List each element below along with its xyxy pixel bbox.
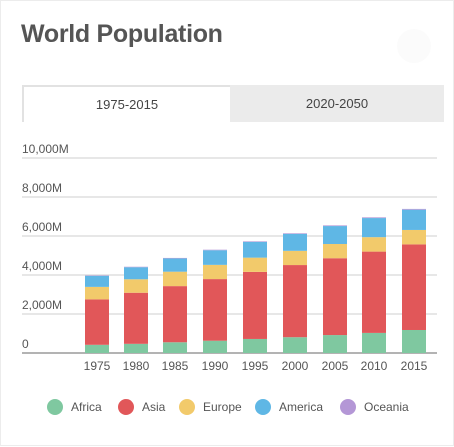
legend-label-america: America xyxy=(279,400,323,414)
x-tick-label: 1975 xyxy=(84,359,111,373)
legend-label-asia: Asia xyxy=(142,400,165,414)
x-tick-label: 2000 xyxy=(282,359,309,373)
bar-segment-europe-2005 xyxy=(323,244,347,258)
bar-segment-asia-2015 xyxy=(402,244,426,330)
bar-segment-oceania-2010 xyxy=(362,217,386,218)
bar-segment-asia-2000 xyxy=(283,265,307,337)
bar-segment-africa-1980 xyxy=(124,344,148,353)
bar-segment-asia-1980 xyxy=(124,293,148,344)
y-tick-label: 8,000M xyxy=(22,181,62,195)
bar-segment-oceania-2000 xyxy=(283,233,307,234)
y-tick-label: 0 xyxy=(22,337,29,351)
x-tick-label: 1985 xyxy=(162,359,189,373)
bar-segment-oceania-1990 xyxy=(203,250,227,251)
bar-segment-america-1980 xyxy=(124,267,148,279)
bar-segment-europe-1985 xyxy=(163,272,187,286)
bar-segment-europe-1995 xyxy=(243,258,267,272)
bar-segment-asia-2010 xyxy=(362,252,386,333)
legend: Africa Asia Europe America Oceania xyxy=(1,397,454,417)
y-tick-label: 10,000M xyxy=(22,142,69,156)
legend-item-america[interactable]: America xyxy=(255,397,323,417)
bar-segment-oceania-2015 xyxy=(402,209,426,210)
bar-segment-america-1995 xyxy=(243,242,267,258)
bar-segment-europe-2015 xyxy=(402,230,426,244)
bar-segment-europe-2000 xyxy=(283,251,307,265)
bar-segment-africa-1975 xyxy=(85,345,109,353)
bar-segment-europe-1975 xyxy=(85,287,109,299)
x-tick-label: 2005 xyxy=(322,359,349,373)
bar-segment-oceania-2005 xyxy=(323,225,347,226)
bar-segment-america-2010 xyxy=(362,218,386,237)
bar-segment-europe-2010 xyxy=(362,237,386,251)
bar-segment-asia-1975 xyxy=(85,299,109,344)
bar-segment-asia-1985 xyxy=(163,286,187,342)
x-tick-label: 1990 xyxy=(202,359,229,373)
bar-segment-africa-1990 xyxy=(203,341,227,353)
legend-item-africa[interactable]: Africa xyxy=(47,397,102,417)
x-tick-label: 2010 xyxy=(361,359,388,373)
legend-label-africa: Africa xyxy=(71,400,102,414)
y-tick-label: 4,000M xyxy=(22,259,62,273)
bar-segment-america-2000 xyxy=(283,234,307,251)
bar-segment-asia-2005 xyxy=(323,258,347,335)
legend-swatch-oceania xyxy=(340,399,356,415)
bar-segment-america-2005 xyxy=(323,226,347,244)
legend-label-europe: Europe xyxy=(203,400,242,414)
legend-item-oceania[interactable]: Oceania xyxy=(340,397,409,417)
x-tick-label: 1980 xyxy=(123,359,150,373)
bar-segment-america-1990 xyxy=(203,250,227,265)
legend-swatch-asia xyxy=(118,399,134,415)
x-tick-label: 2015 xyxy=(401,359,428,373)
bar-segment-asia-1995 xyxy=(243,272,267,339)
x-tick-label: 1995 xyxy=(242,359,269,373)
bar-segment-europe-1990 xyxy=(203,265,227,279)
bar-segment-america-2015 xyxy=(402,210,426,230)
bar-segment-america-1975 xyxy=(85,276,109,287)
bar-segment-asia-1990 xyxy=(203,279,227,341)
legend-item-europe[interactable]: Europe xyxy=(179,397,242,417)
y-tick-label: 6,000M xyxy=(22,220,62,234)
bar-segment-africa-2010 xyxy=(362,333,386,353)
bar-segment-africa-2005 xyxy=(323,335,347,353)
bar-segment-africa-2015 xyxy=(402,330,426,353)
bar-segment-africa-1995 xyxy=(243,339,267,353)
legend-label-oceania: Oceania xyxy=(364,400,409,414)
legend-swatch-africa xyxy=(47,399,63,415)
bar-segment-africa-2000 xyxy=(283,337,307,353)
legend-swatch-europe xyxy=(179,399,195,415)
bar-segment-america-1985 xyxy=(163,258,187,271)
bar-segment-africa-1985 xyxy=(163,342,187,353)
legend-item-asia[interactable]: Asia xyxy=(118,397,165,417)
bar-segment-europe-1980 xyxy=(124,279,148,292)
y-tick-label: 2,000M xyxy=(22,298,62,312)
legend-swatch-america xyxy=(255,399,271,415)
bar-segment-oceania-1995 xyxy=(243,241,267,242)
